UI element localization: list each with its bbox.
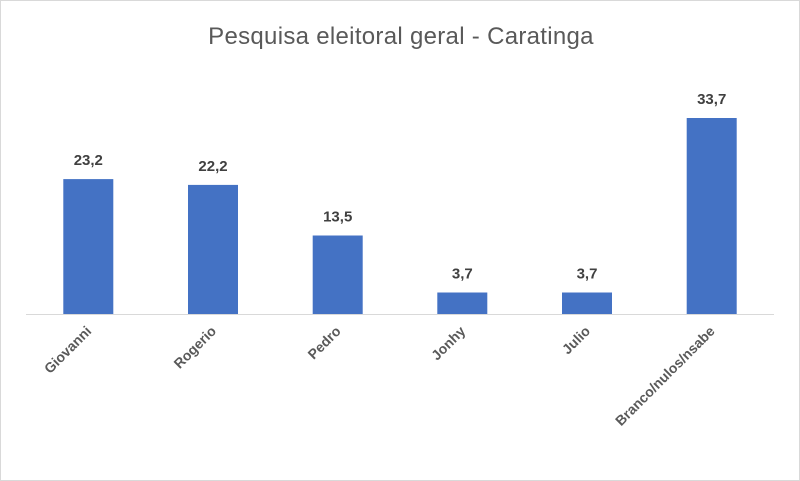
x-tick-label: Julio: [559, 323, 593, 357]
bar-pedro: [312, 235, 363, 314]
data-label: 22,2: [198, 158, 227, 175]
data-label: 33,7: [697, 91, 726, 108]
bar-giovanni: [63, 179, 114, 314]
bar-rogerio: [188, 184, 238, 314]
data-label: 3,7: [452, 266, 473, 283]
bar-julio: [562, 292, 612, 314]
chart-title: Pesquisa eleitoral geral - Caratinga: [208, 23, 594, 50]
x-tick-label: Jonhy: [428, 323, 469, 364]
bar-jonhy: [437, 292, 488, 314]
x-tick-label: Rogerio: [170, 323, 219, 372]
data-label: 13,5: [323, 209, 352, 226]
x-tick-label: Branco/nulos/nsabe: [612, 323, 718, 429]
x-tick-label: Giovanni: [41, 323, 95, 377]
data-label: 3,7: [577, 266, 598, 283]
x-tick-label: Pedro: [304, 323, 343, 362]
data-label: 23,2: [74, 152, 103, 169]
bar-branco-nulos-nsabe: [686, 118, 737, 314]
